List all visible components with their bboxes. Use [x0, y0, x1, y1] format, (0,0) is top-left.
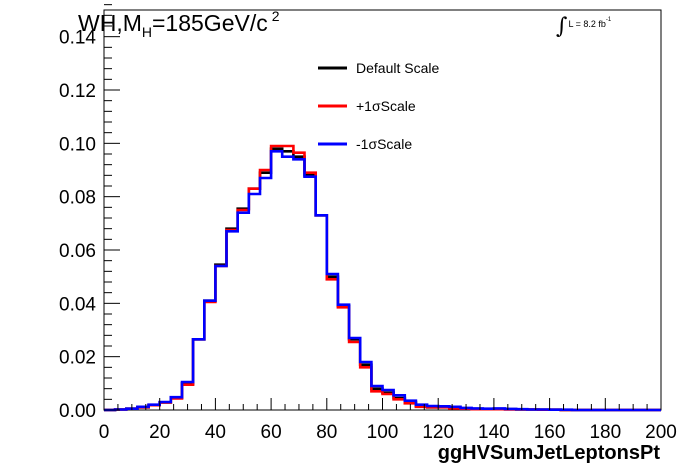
- x-tick-label: 180: [589, 422, 621, 443]
- x-tick-label: 20: [149, 422, 170, 443]
- series-line-3: [104, 150, 661, 412]
- x-axis-label: ggHVSumJetLeptonsPt: [438, 442, 661, 464]
- legend-label-1: Default Scale: [356, 60, 439, 76]
- y-tick-label: 0.02: [59, 348, 96, 369]
- y-tick-label: 0.14: [59, 28, 96, 49]
- y-tick-label: 0.00: [59, 401, 96, 422]
- legend-label-2: +1σScale: [356, 98, 416, 114]
- luminosity-unit-exponent: -1: [605, 17, 612, 23]
- x-tick-label: 200: [645, 422, 677, 443]
- y-tick-label: 0.12: [59, 81, 96, 102]
- y-tick-label: 0.06: [59, 241, 96, 262]
- x-tick-label: 100: [367, 422, 399, 443]
- title-main: =185GeV/c: [152, 10, 268, 36]
- title-prefix: WH,M: [78, 10, 142, 36]
- y-tick-label: 0.10: [59, 134, 96, 155]
- legend-label-3: -1σScale: [356, 136, 412, 152]
- series-layer: [104, 144, 661, 412]
- y-tick-label: 0.08: [59, 188, 96, 209]
- title-subscript: H: [141, 24, 152, 40]
- series-line-1: [104, 147, 661, 412]
- x-tick-label: 140: [478, 422, 510, 443]
- title-superscript: 2: [271, 8, 280, 24]
- luminosity-text: L = 8.2 fb: [568, 19, 606, 29]
- integral-symbol: ∫: [556, 14, 568, 39]
- x-tick-label: 0: [99, 422, 110, 443]
- x-tick-label: 160: [534, 422, 566, 443]
- legend: Default Scale +1σScale -1σScale: [318, 60, 439, 152]
- series-line-2: [104, 144, 661, 412]
- axes-layer: 0 20 40 60 80 100 120 140 160 180 200 0.00 0.02 0.04 0…: [59, 4, 677, 443]
- luminosity-label: ∫L = 8.2 fb-1: [556, 8, 612, 39]
- chart-title: WH,MH=185GeV/c 2: [78, 8, 280, 40]
- x-tick-label: 40: [205, 422, 226, 443]
- y-tick-label: 0.04: [59, 294, 96, 315]
- x-tick-label: 60: [261, 422, 282, 443]
- x-tick-label: 120: [422, 422, 454, 443]
- x-tick-label: 80: [316, 422, 337, 443]
